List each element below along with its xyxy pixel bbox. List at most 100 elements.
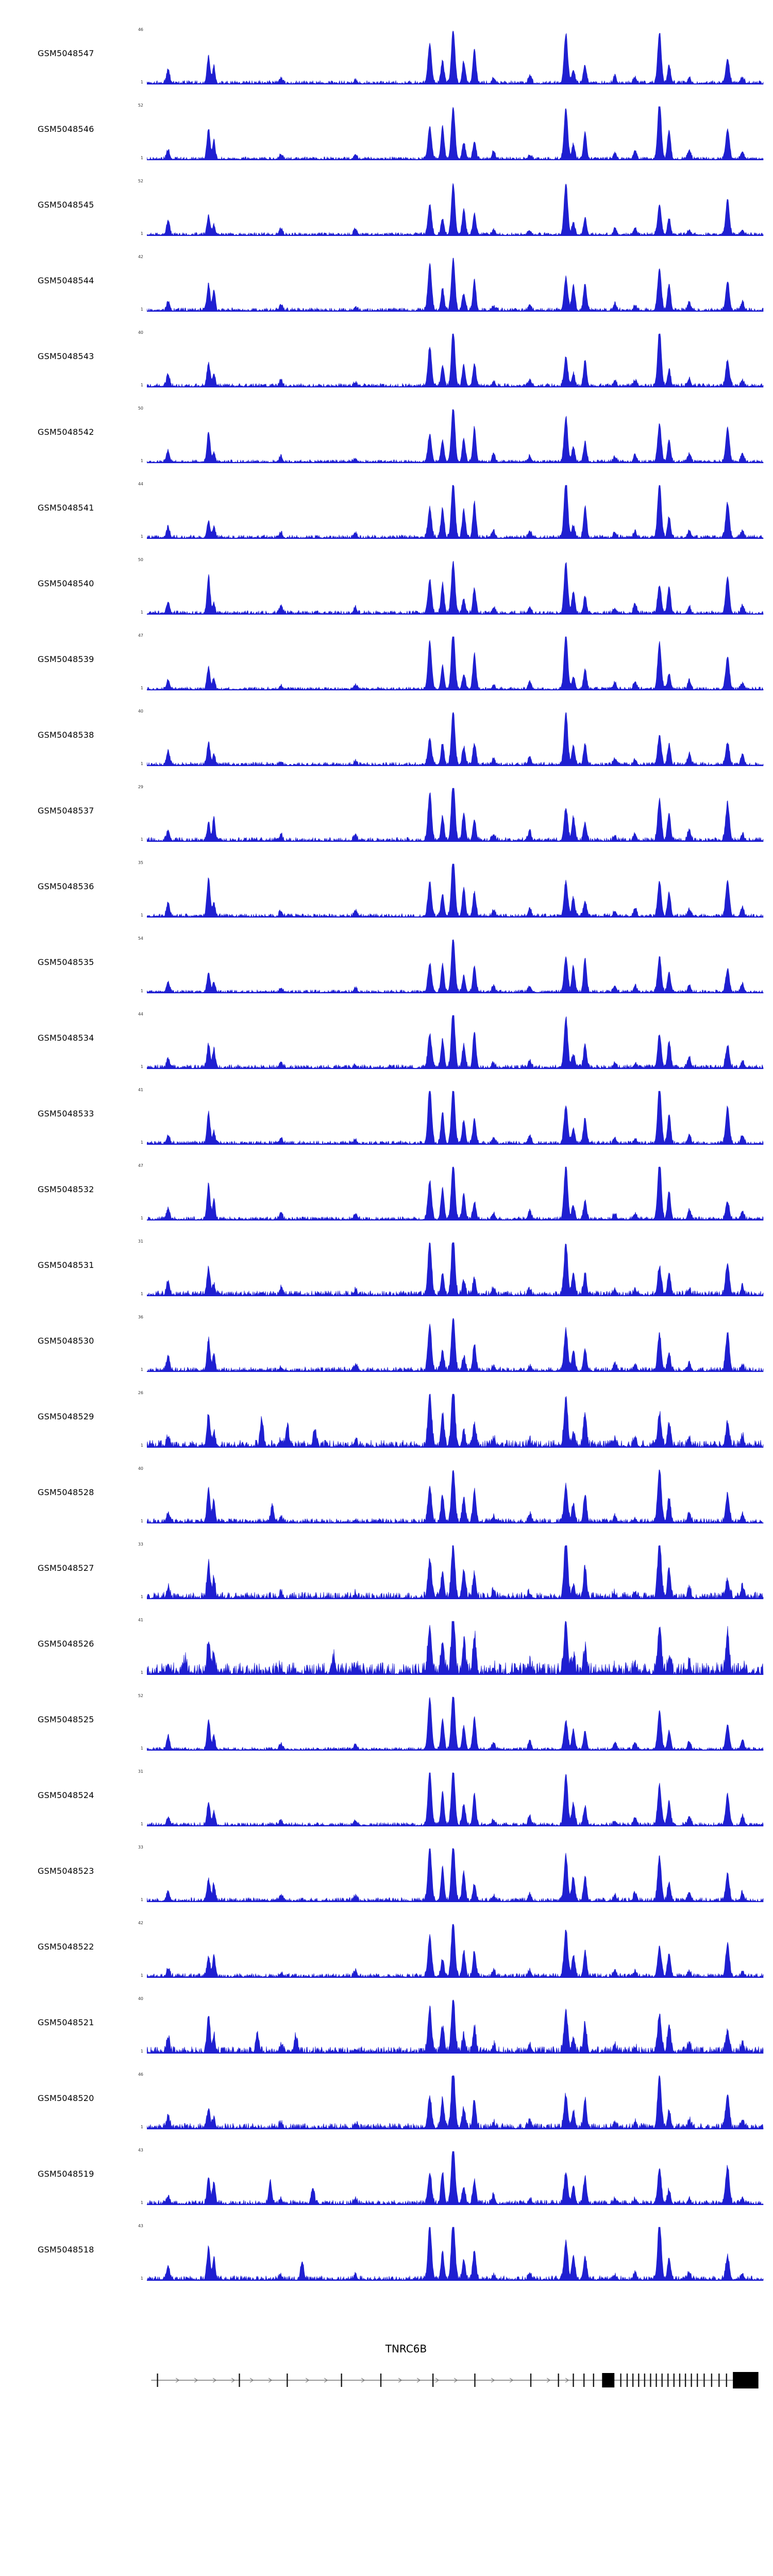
track-ymin-value: 1 (140, 1670, 143, 1675)
track-ymin-value: 1 (140, 761, 143, 766)
track-row: GSM5048544 42 1 (0, 253, 773, 329)
track-ymin-value: 1 (140, 307, 143, 312)
track-signal-plot (147, 561, 764, 615)
track-ymax-value: 33 (138, 1845, 143, 1850)
track-label: GSM5048528 (38, 1487, 94, 1497)
track-row: GSM5048518 43 1 (0, 2222, 773, 2298)
track-ymax-value: 41 (138, 1618, 143, 1622)
track-label: GSM5048544 (38, 276, 94, 285)
track-ymin-value: 1 (140, 459, 143, 463)
strand-arrow-icon (249, 2378, 254, 2383)
track-signal-plot (147, 712, 764, 766)
track-signal-plot (147, 1621, 764, 1675)
strand-arrow-icon (416, 2378, 421, 2383)
track-signal-plot (147, 1091, 764, 1145)
track-label: GSM5048518 (38, 2245, 94, 2255)
track-ymin-value: 1 (140, 231, 143, 236)
track-ymin-value: 1 (140, 989, 143, 993)
track-ymax-value: 31 (138, 1769, 143, 1774)
track-label: GSM5048526 (38, 1639, 94, 1649)
track-signal-plot (147, 1772, 764, 1826)
track-row: GSM5048539 47 1 (0, 632, 773, 707)
track-row: GSM5048536 35 1 (0, 859, 773, 935)
track-ymax-value: 52 (138, 103, 143, 108)
track-row: GSM5048529 26 1 (0, 1389, 773, 1465)
track-label: GSM5048522 (38, 1942, 94, 1952)
track-ymin-value: 1 (140, 1292, 143, 1296)
strand-arrow-icon (435, 2378, 440, 2383)
strand-arrow-icon (361, 2378, 365, 2383)
track-ymax-value: 31 (138, 1239, 143, 1244)
track-ymin-value: 1 (140, 2125, 143, 2129)
strand-arrow-icon (305, 2378, 310, 2383)
track-ymax-value: 52 (138, 179, 143, 183)
track-label: GSM5048523 (38, 1866, 94, 1876)
track-row: GSM5048526 41 1 (0, 1616, 773, 1692)
track-signal-plot (147, 106, 764, 160)
track-label: GSM5048520 (38, 2093, 94, 2103)
track-row: GSM5048545 52 1 (0, 177, 773, 253)
track-row: GSM5048523 33 1 (0, 1843, 773, 1919)
strand-arrow-icon (231, 2378, 236, 2383)
track-signal-plot (147, 1242, 764, 1296)
track-ymin-value: 1 (140, 2200, 143, 2205)
track-label: GSM5048546 (38, 124, 94, 134)
track-signal-plot (147, 1166, 764, 1221)
track-ymin-value: 1 (140, 156, 143, 160)
track-ymax-value: 43 (138, 2224, 143, 2228)
track-ymin-value: 1 (140, 1064, 143, 1069)
track-signal-plot (147, 636, 764, 690)
track-label: GSM5048529 (38, 1412, 94, 1421)
track-signal-plot (147, 30, 764, 84)
gene-name-label: TNRC6B (385, 2343, 427, 2355)
track-ymax-value: 44 (138, 482, 143, 486)
track-row: GSM5048527 33 1 (0, 1540, 773, 1616)
track-row: GSM5048537 29 1 (0, 783, 773, 859)
strand-arrow-icon (175, 2378, 180, 2383)
track-ymin-value: 1 (140, 80, 143, 84)
track-signal-plot (147, 1545, 764, 1599)
strand-arrow-icon (565, 2378, 569, 2383)
track-ymax-value: 47 (138, 633, 143, 638)
track-label: GSM5048536 (38, 882, 94, 891)
track-label: GSM5048527 (38, 1563, 94, 1573)
track-ymin-value: 1 (140, 913, 143, 918)
track-signal-plot (147, 258, 764, 312)
track-label: GSM5048532 (38, 1184, 94, 1194)
track-ymax-value: 40 (138, 330, 143, 335)
track-row: GSM5048531 31 1 (0, 1238, 773, 1313)
track-ymin-value: 1 (140, 534, 143, 539)
track-row: GSM5048546 52 1 (0, 101, 773, 177)
track-row: GSM5048534 44 1 (0, 1010, 773, 1086)
track-label: GSM5048533 (38, 1109, 94, 1118)
track-signal-plot (147, 333, 764, 387)
track-ymax-value: 50 (138, 406, 143, 411)
strand-arrow-icon (453, 2378, 458, 2383)
track-signal-plot (147, 1394, 764, 1448)
track-label: GSM5048539 (38, 654, 94, 664)
track-ymax-value: 47 (138, 1163, 143, 1168)
track-ymin-value: 1 (140, 1367, 143, 1372)
track-ymin-value: 1 (140, 1443, 143, 1448)
gene-terminal-exon (733, 2372, 759, 2388)
track-row: GSM5048532 47 1 (0, 1162, 773, 1238)
track-ymax-value: 44 (138, 1012, 143, 1016)
track-label: GSM5048524 (38, 1790, 94, 1800)
track-label: GSM5048519 (38, 2169, 94, 2179)
track-ymin-value: 1 (140, 1973, 143, 1978)
track-row: GSM5048528 40 1 (0, 1465, 773, 1540)
track-row: GSM5048538 40 1 (0, 707, 773, 783)
track-ymax-value: 40 (138, 1466, 143, 1471)
track-signal-plot (147, 1697, 764, 1751)
track-ymax-value: 36 (138, 1315, 143, 1319)
track-label: GSM5048525 (38, 1715, 94, 1724)
track-ymin-value: 1 (140, 1140, 143, 1145)
track-label: GSM5048530 (38, 1336, 94, 1346)
track-signal-plot (147, 409, 764, 463)
track-signal-plot (147, 939, 764, 993)
track-signal-plot (147, 1469, 764, 1523)
track-signal-plot (147, 1999, 764, 2054)
track-row: GSM5048543 40 1 (0, 329, 773, 404)
track-ymax-value: 33 (138, 1542, 143, 1547)
